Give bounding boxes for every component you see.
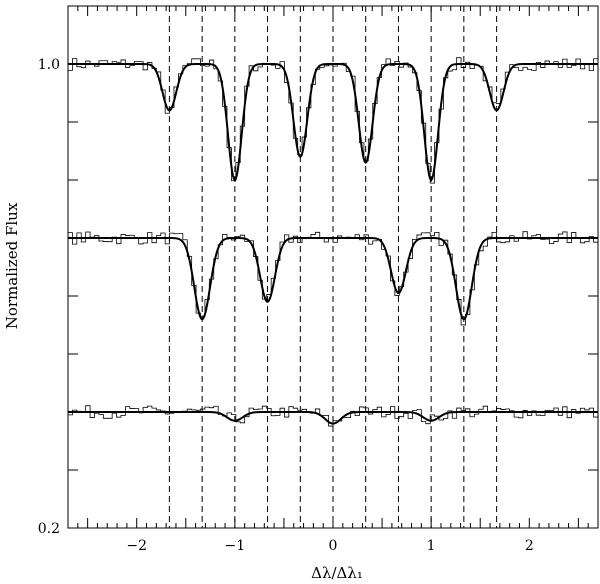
axis-ticks (67, 6, 599, 529)
x-tick-label: −1 (225, 538, 246, 554)
y-tick-label: 0.2 (38, 521, 60, 537)
tick-labels: −2 −1 0 1 2 1.0 0.2 (38, 57, 534, 554)
series-group (68, 57, 599, 427)
x-tick-label: −2 (126, 538, 147, 554)
x-tick-label: 1 (427, 538, 436, 554)
x-tick-label: 0 (329, 538, 338, 554)
x-axis-title: Δλ/Δλ₁ (311, 564, 363, 582)
y-axis-title: Normalized Flux (3, 202, 21, 329)
y-tick-label: 1.0 (38, 57, 60, 73)
observed-spectrum-line (68, 231, 599, 326)
observed-spectrum-line (68, 405, 599, 427)
reference-lines (168, 6, 498, 528)
observed-spectrum-line (68, 57, 599, 184)
x-tick-label: 2 (525, 538, 534, 554)
